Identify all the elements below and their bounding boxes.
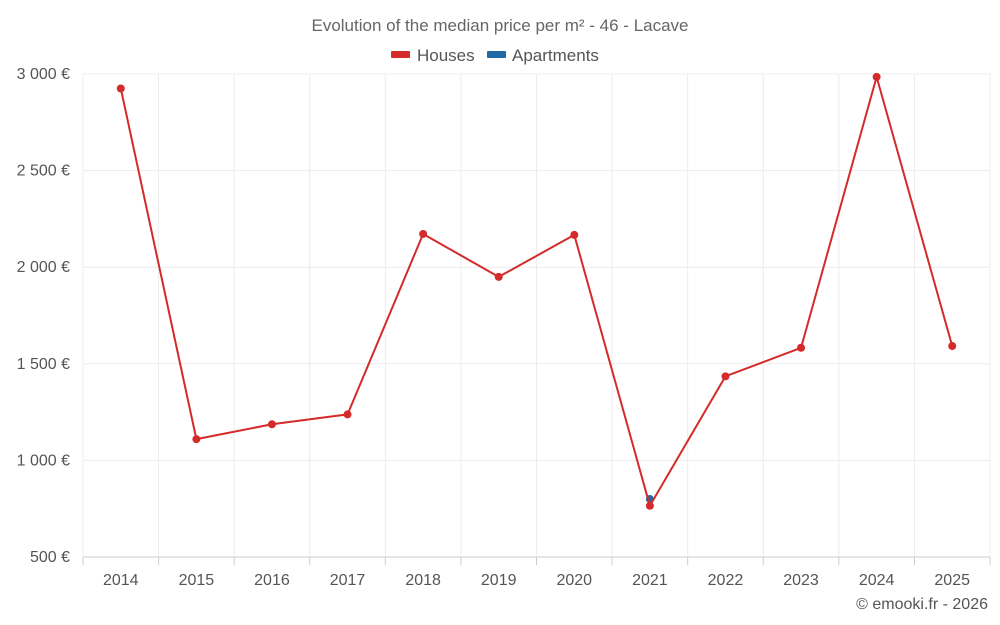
y-tick-label: 1 500 € xyxy=(17,356,70,373)
x-tick-label: 2024 xyxy=(859,572,895,589)
x-tick-label: 2015 xyxy=(179,572,215,589)
x-tick-label: 2019 xyxy=(481,572,517,589)
data-point-houses[interactable] xyxy=(948,342,957,351)
legend-swatch-apartments[interactable] xyxy=(487,51,506,58)
x-tick-label: 2018 xyxy=(405,572,441,589)
chart-title: Evolution of the median price per m² - 4… xyxy=(311,16,688,35)
data-point-houses[interactable] xyxy=(494,272,503,281)
data-point-houses[interactable] xyxy=(797,343,806,352)
legend: Houses Apartments xyxy=(391,46,599,65)
data-point-houses[interactable] xyxy=(645,501,654,510)
data-point-houses[interactable] xyxy=(116,84,125,93)
x-tick-label: 2020 xyxy=(556,572,592,589)
y-tick-label: 500 € xyxy=(30,549,70,566)
credit-text: © emooki.fr - 2026 xyxy=(856,596,988,613)
x-tick-label: 2025 xyxy=(934,572,970,589)
plot-area xyxy=(116,72,957,510)
x-axis: 2014 2015 2016 2017 2018 2019 2020 2021 2022 2023… xyxy=(82,557,991,589)
data-point-houses[interactable] xyxy=(721,372,730,381)
data-point-houses[interactable] xyxy=(419,229,428,238)
y-tick-label: 2 000 € xyxy=(17,259,70,276)
legend-swatch-houses[interactable] xyxy=(391,51,410,58)
data-point-houses[interactable] xyxy=(267,420,276,429)
x-tick-label: 2022 xyxy=(708,572,744,589)
x-tick-label: 2021 xyxy=(632,572,668,589)
data-point-houses[interactable] xyxy=(570,230,579,239)
y-tick-label: 2 500 € xyxy=(17,163,70,180)
legend-label-houses[interactable]: Houses xyxy=(417,46,475,65)
x-tick-label: 2016 xyxy=(254,572,290,589)
series-line-houses xyxy=(119,75,954,507)
x-tick-label: 2023 xyxy=(783,572,819,589)
y-axis: 500 € 1 000 € 1 500 € 2 000 € 2 500 € 3 000 € xyxy=(17,66,70,566)
x-tick-label: 2017 xyxy=(330,572,366,589)
grid xyxy=(82,73,991,558)
y-tick-label: 1 000 € xyxy=(17,452,70,469)
data-point-houses[interactable] xyxy=(872,72,881,81)
x-tick-label: 2014 xyxy=(103,572,139,589)
data-point-houses[interactable] xyxy=(192,435,201,444)
data-point-houses[interactable] xyxy=(343,410,352,419)
legend-label-apartments[interactable]: Apartments xyxy=(512,46,599,65)
y-tick-label: 3 000 € xyxy=(17,66,70,83)
